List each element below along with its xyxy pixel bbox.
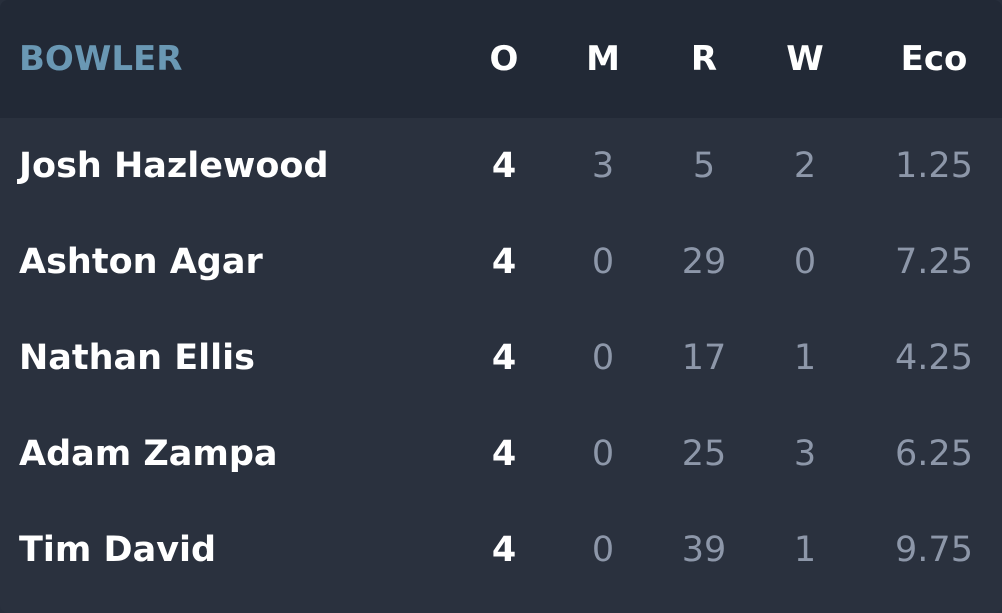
runs-column-header[interactable]: R <box>690 39 718 79</box>
table-row[interactable]: Ashton Agar 4 0 29 0 7.25 <box>0 214 1002 310</box>
wickets-value: 2 <box>793 146 817 186</box>
maidens-value: 0 <box>591 242 615 282</box>
table-row[interactable]: Tim David 4 0 39 1 9.75 <box>0 502 1002 598</box>
runs-value: 25 <box>681 434 727 474</box>
economy-value: 6.25 <box>895 434 973 474</box>
bowler-name[interactable]: Tim David <box>19 530 217 570</box>
runs-value: 17 <box>681 338 727 378</box>
economy-value: 7.25 <box>895 242 973 282</box>
bowler-name[interactable]: Josh Hazlewood <box>19 146 329 186</box>
maidens-value: 0 <box>591 434 615 474</box>
table-header: BOWLER O M R W Eco <box>0 0 1002 118</box>
overs-value: 4 <box>491 146 517 186</box>
wickets-value: 1 <box>793 338 817 378</box>
overs-column-header[interactable]: O <box>489 39 519 79</box>
economy-value: 9.75 <box>895 530 973 570</box>
wickets-value: 1 <box>793 530 817 570</box>
runs-value: 5 <box>692 146 716 186</box>
economy-value: 4.25 <box>895 338 973 378</box>
maidens-value: 3 <box>591 146 615 186</box>
table-row[interactable]: Nathan Ellis 4 0 17 1 4.25 <box>0 310 1002 406</box>
bowler-name[interactable]: Adam Zampa <box>19 434 278 474</box>
economy-value: 1.25 <box>895 146 973 186</box>
runs-value: 39 <box>681 530 727 570</box>
overs-value: 4 <box>491 530 517 570</box>
wickets-value: 3 <box>793 434 817 474</box>
bowler-name[interactable]: Ashton Agar <box>19 242 263 282</box>
overs-value: 4 <box>491 434 517 474</box>
wickets-column-header[interactable]: W <box>786 39 824 79</box>
overs-value: 4 <box>491 338 517 378</box>
table-row[interactable]: Adam Zampa 4 0 25 3 6.25 <box>0 406 1002 502</box>
maidens-value: 0 <box>591 530 615 570</box>
economy-column-header[interactable]: Eco <box>900 39 968 79</box>
overs-value: 4 <box>491 242 517 282</box>
runs-value: 29 <box>681 242 727 282</box>
bowler-column-header[interactable]: BOWLER <box>19 39 183 79</box>
wickets-value: 0 <box>793 242 817 282</box>
maidens-value: 0 <box>591 338 615 378</box>
table-row[interactable]: Josh Hazlewood 4 3 5 2 1.25 <box>0 118 1002 214</box>
maidens-column-header[interactable]: M <box>586 39 620 79</box>
bowler-name[interactable]: Nathan Ellis <box>19 338 256 378</box>
